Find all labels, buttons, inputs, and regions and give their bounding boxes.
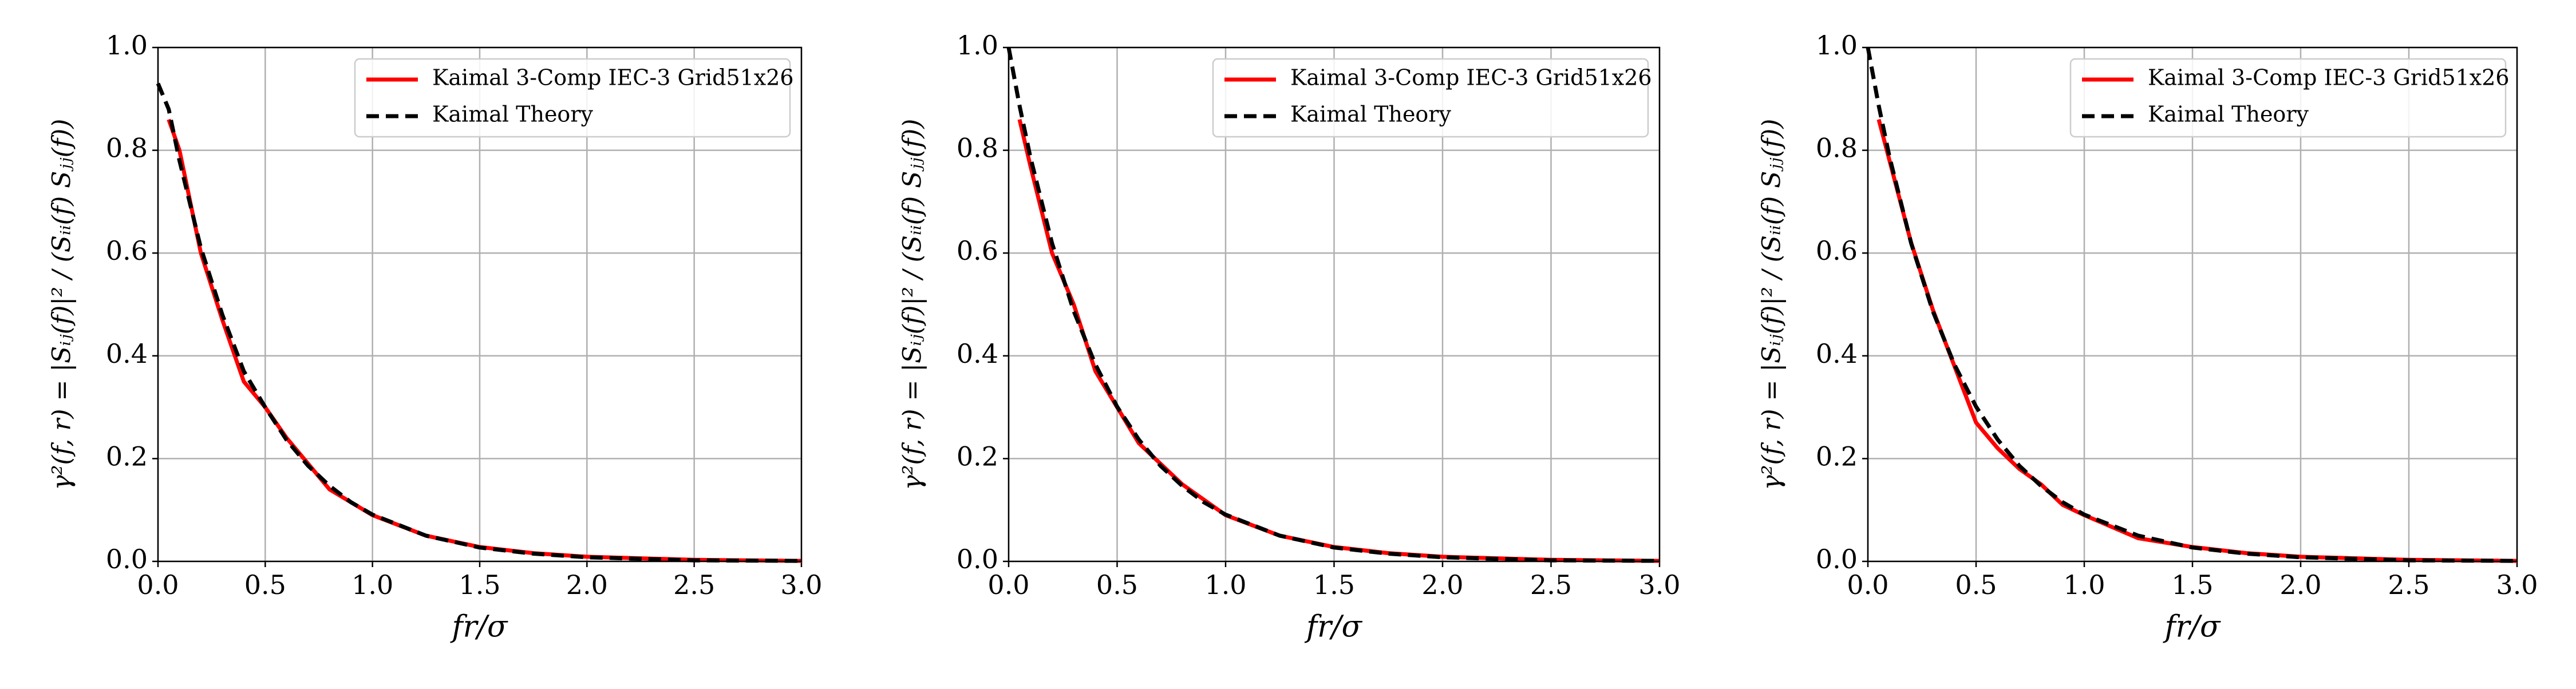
data-line: [1017, 118, 1660, 563]
data-line: [156, 82, 802, 563]
y-tick-label: 1.0: [106, 30, 148, 61]
legend-label: Kaimal Theory: [2148, 102, 2309, 127]
panel: 0.0 0.5 1.0 1.5 2.0 2.5 3.0 0.0 0.2 0.4 0.6 0.8 1.0 f…: [898, 30, 1681, 644]
x-tick-label: 2.5: [2388, 569, 2429, 600]
x-tick-label: 0.5: [1096, 569, 1138, 600]
x-tick-label: 2.5: [1530, 569, 1572, 600]
y-tick-label: 0.0: [106, 544, 148, 575]
x-tick-label: 0.0: [987, 569, 1029, 600]
x-tick-label: 0.5: [244, 569, 286, 600]
y-tick-label: 0.2: [957, 441, 998, 472]
y-tick-label: 0.6: [957, 235, 998, 266]
data-line: [167, 118, 802, 563]
legend-box: [1212, 58, 1649, 138]
plot-frame: [1867, 46, 2518, 563]
y-tick-label: 0.0: [1816, 544, 1858, 575]
y-tick-label: 0.6: [1816, 235, 1858, 266]
legend-box: [2069, 58, 2507, 138]
x-tick-label: 0.0: [137, 569, 179, 600]
x-tick-label: 1.5: [459, 569, 500, 600]
plot-frame: [1008, 46, 1661, 563]
y-axis-label: γ²(f, r) = |Sᵢⱼ(f)|² / (Sᵢᵢ(f) Sⱼⱼ(f)): [1757, 119, 1787, 490]
x-tick-label: 2.5: [673, 569, 715, 600]
x-axis-label: fr/σ: [1304, 610, 1363, 644]
x-tick-label: 1.0: [351, 569, 393, 600]
y-tick-label: 0.2: [106, 441, 148, 472]
y-tick-label: 0.6: [106, 235, 148, 266]
x-tick-label: 3.0: [2496, 569, 2538, 600]
legend-label: Kaimal Theory: [1290, 102, 1451, 127]
x-tick-label: 1.5: [1313, 569, 1355, 600]
data-line: [1866, 47, 2518, 563]
legend-label: Kaimal 3-Comp IEC-3 Grid51x26: [2148, 65, 2510, 90]
y-tick-label: 0.0: [957, 544, 998, 575]
x-tick-label: 2.0: [1421, 569, 1463, 600]
x-tick-label: 0.5: [1955, 569, 1997, 600]
legend-label: Kaimal Theory: [432, 102, 593, 127]
x-tick-label: 1.0: [2063, 569, 2105, 600]
x-tick-label: 2.0: [2279, 569, 2321, 600]
y-tick-label: 0.8: [957, 133, 998, 164]
y-tick-label: 0.2: [1816, 441, 1858, 472]
x-tick-label: 2.0: [566, 569, 608, 600]
y-axis-label: γ²(f, r) = |Sᵢⱼ(f)|² / (Sᵢᵢ(f) Sⱼⱼ(f)): [48, 119, 77, 490]
y-tick-label: 0.4: [957, 338, 998, 369]
x-axis-label: fr/σ: [449, 610, 508, 644]
data-line: [1006, 47, 1660, 563]
x-tick-label: 3.0: [1638, 569, 1680, 600]
legend-label: Kaimal 3-Comp IEC-3 Grid51x26: [432, 65, 794, 90]
y-axis-label: γ²(f, r) = |Sᵢⱼ(f)|² / (Sᵢᵢ(f) Sⱼⱼ(f)): [898, 119, 927, 490]
panel: 0.0 0.5 1.0 1.5 2.0 2.5 3.0 0.0 0.2 0.4 0.6 0.8 1.0 f…: [1757, 30, 2538, 644]
x-tick-label: 0.0: [1847, 569, 1888, 600]
y-tick-label: 0.8: [106, 133, 148, 164]
legend-label: Kaimal 3-Comp IEC-3 Grid51x26: [1290, 65, 1652, 90]
x-tick-label: 1.0: [1204, 569, 1246, 600]
x-tick-label: 1.5: [2171, 569, 2213, 600]
legend-box: [354, 58, 791, 138]
y-tick-label: 0.4: [1816, 338, 1858, 369]
plot-frame: [157, 46, 803, 563]
x-axis-label: fr/σ: [2162, 610, 2221, 644]
y-tick-label: 0.8: [1816, 133, 1858, 164]
y-tick-label: 1.0: [1816, 30, 1858, 61]
y-tick-label: 1.0: [957, 30, 998, 61]
panel: 0.0 0.5 1.0 1.5 2.0 2.5 3.0 0.0 0.2 0.4 0.6 0.8 1.0 f…: [48, 30, 823, 644]
x-tick-label: 3.0: [780, 569, 822, 600]
data-line: [1876, 118, 2518, 563]
y-tick-label: 0.4: [106, 338, 148, 369]
